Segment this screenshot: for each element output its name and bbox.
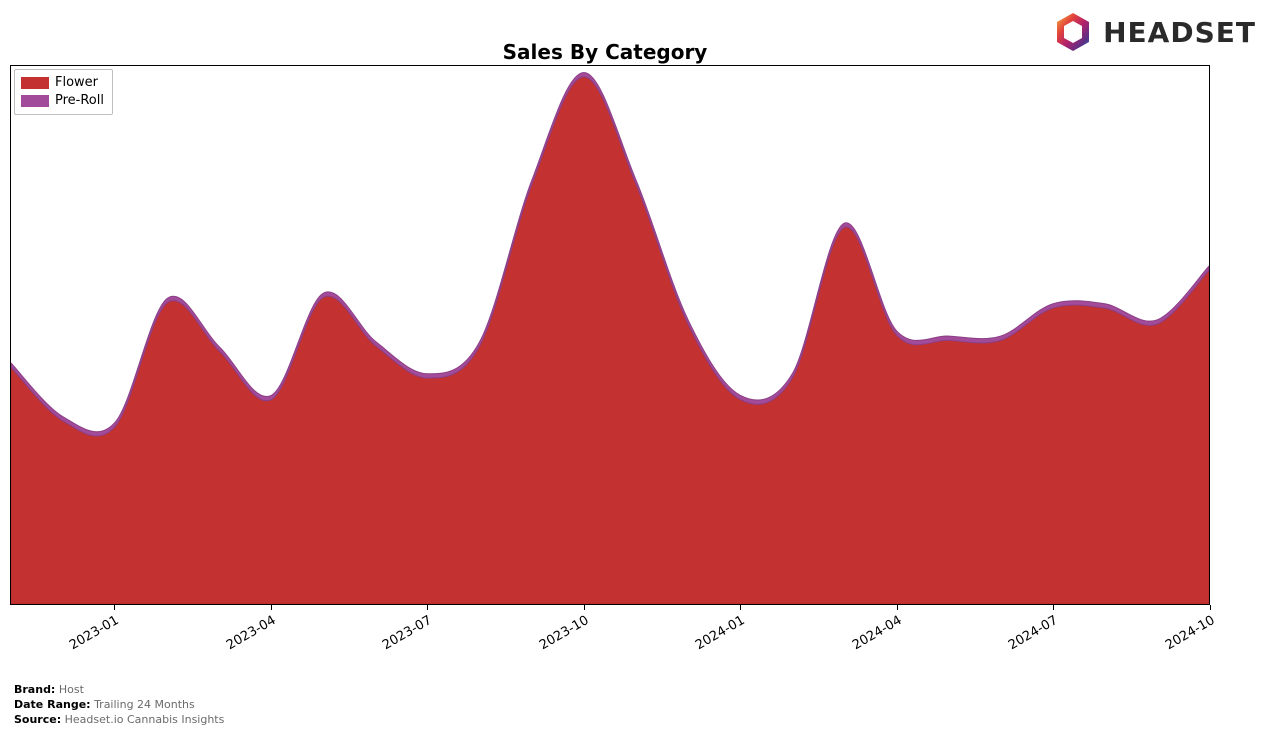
brand-logo-text: HEADSET xyxy=(1103,16,1256,49)
meta-brand: Brand: Host xyxy=(14,682,224,697)
legend-swatch xyxy=(21,77,49,89)
legend-label: Flower xyxy=(55,74,98,92)
legend-item-flower: Flower xyxy=(21,74,104,92)
x-tick-label: 2023-01 xyxy=(67,613,122,653)
legend: FlowerPre-Roll xyxy=(14,69,113,115)
x-tick-label: 2023-04 xyxy=(224,613,279,653)
x-tick-mark xyxy=(1210,605,1211,610)
legend-item-pre-roll: Pre-Roll xyxy=(21,92,104,110)
area-series-flower xyxy=(11,77,1209,604)
x-tick-label: 2023-10 xyxy=(537,613,592,653)
meta-brand-value: Host xyxy=(59,683,84,696)
x-tick-mark xyxy=(1053,605,1054,610)
x-tick-label: 2024-10 xyxy=(1163,613,1218,653)
x-tick-mark xyxy=(897,605,898,610)
brand-logo: HEADSET xyxy=(1051,10,1256,54)
x-axis: 2023-01 2023-04 2023-07 2023-10 2024-01 2024-… xyxy=(10,605,1210,685)
x-tick-mark xyxy=(427,605,428,610)
legend-swatch xyxy=(21,95,49,107)
x-tick-label: 2024-07 xyxy=(1006,613,1061,653)
x-tick-label: 2023-07 xyxy=(380,613,435,653)
x-tick-label: 2024-01 xyxy=(693,613,748,653)
x-tick-mark xyxy=(740,605,741,610)
area-chart xyxy=(10,65,1210,605)
legend-label: Pre-Roll xyxy=(55,92,104,110)
x-tick-mark xyxy=(114,605,115,610)
meta-source-value: Headset.io Cannabis Insights xyxy=(65,713,225,726)
meta-date-range: Date Range: Trailing 24 Months xyxy=(14,697,224,712)
meta-date-range-label: Date Range: xyxy=(14,698,91,711)
meta-source-label: Source: xyxy=(14,713,61,726)
x-tick-mark xyxy=(271,605,272,610)
meta-date-range-value: Trailing 24 Months xyxy=(94,698,195,711)
chart-metadata: Brand: Host Date Range: Trailing 24 Mont… xyxy=(14,682,224,727)
x-tick-label: 2024-04 xyxy=(850,613,905,653)
x-tick-mark xyxy=(584,605,585,610)
headset-logo-icon xyxy=(1051,10,1095,54)
meta-brand-label: Brand: xyxy=(14,683,55,696)
meta-source: Source: Headset.io Cannabis Insights xyxy=(14,712,224,727)
chart-title: Sales By Category xyxy=(0,40,1210,64)
